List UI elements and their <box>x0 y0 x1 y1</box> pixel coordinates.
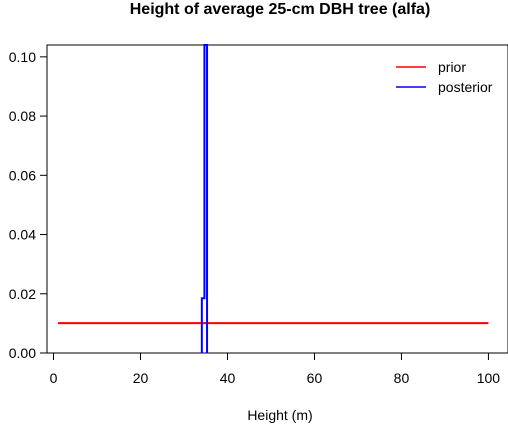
y-tick-label: 0.08 <box>9 108 36 124</box>
x-tick-label: 20 <box>133 370 149 386</box>
y-tick-label: 0.06 <box>9 167 36 183</box>
x-tick-label: 100 <box>477 370 501 386</box>
y-axis: 0.00 0.02 0.04 0.06 0.08 0.10 <box>9 49 47 361</box>
plot-frame <box>46 44 508 354</box>
legend-label-posterior: posterior <box>438 79 493 95</box>
series-line-posterior <box>200 44 209 353</box>
y-tick-label: 0.04 <box>9 227 36 243</box>
x-axis: 0 20 40 60 80 100 <box>50 353 501 386</box>
series-layer <box>57 44 489 353</box>
y-tick-label: 0.10 <box>9 49 36 65</box>
x-tick-label: 0 <box>50 370 58 386</box>
legend-label-prior: prior <box>438 59 466 75</box>
x-tick-label: 40 <box>220 370 236 386</box>
y-tick-label: 0.00 <box>9 345 36 361</box>
legend: prior posterior <box>396 59 493 95</box>
chart-title: Height of average 25-cm DBH tree (alfa) <box>130 1 431 18</box>
x-axis-label: Height (m) <box>247 407 312 423</box>
x-tick-label: 80 <box>394 370 410 386</box>
x-tick-label: 60 <box>307 370 323 386</box>
y-tick-label: 0.02 <box>9 286 36 302</box>
